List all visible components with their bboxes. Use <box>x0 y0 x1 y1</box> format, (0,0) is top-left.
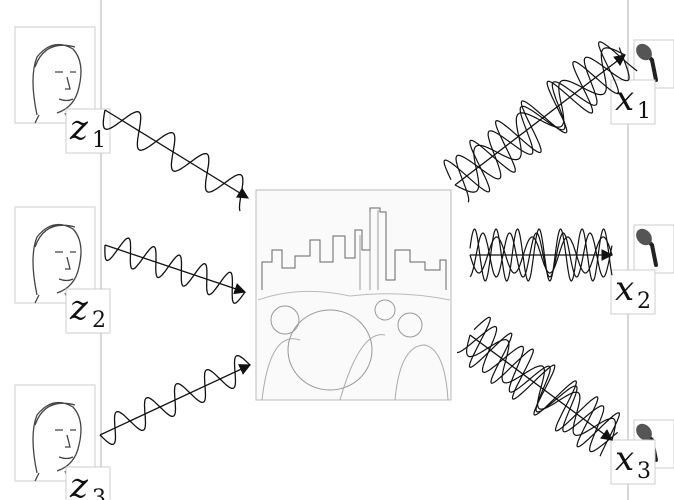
subscript-label: 3 <box>92 486 106 500</box>
variable-label: z <box>69 288 89 328</box>
wave <box>103 110 243 211</box>
arrow <box>470 335 612 440</box>
arrow <box>100 365 250 435</box>
variable-label: x <box>615 439 634 479</box>
subscript-label: 3 <box>637 459 651 484</box>
arrow <box>105 245 245 292</box>
variable-label: z <box>69 466 89 500</box>
subscript-label: 1 <box>92 128 106 153</box>
subscript-label: 2 <box>92 308 106 333</box>
variable-label: z <box>69 108 89 148</box>
subscript-label: 2 <box>637 289 651 314</box>
crowd-scene <box>256 190 451 400</box>
arrow <box>105 110 248 198</box>
variable-label: x <box>615 79 634 119</box>
variable-label: x <box>615 269 634 309</box>
diagram: z1z2z3x1x2x3 <box>0 0 674 500</box>
wave <box>105 238 245 303</box>
mixed-wave <box>457 327 618 452</box>
subscript-label: 1 <box>637 99 651 124</box>
arrow <box>455 55 625 185</box>
